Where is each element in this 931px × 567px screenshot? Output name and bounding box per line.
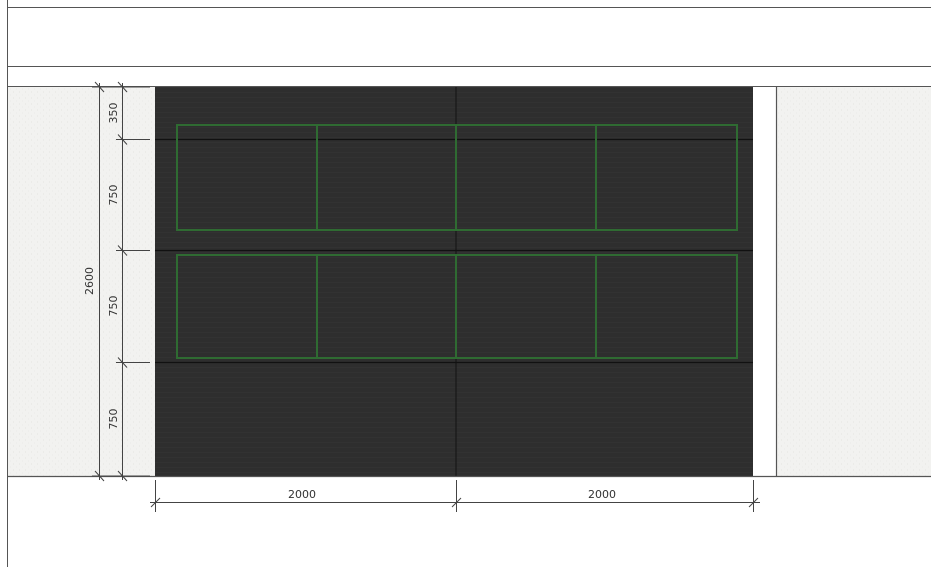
tick-left: [150, 497, 161, 508]
tick-total-bottom: [94, 470, 105, 482]
window-row-1: [176, 124, 738, 231]
tick-seg-0: [117, 81, 128, 93]
dim-segment-3: 750: [107, 296, 120, 317]
dim-width-left: 2000: [288, 488, 316, 501]
left-wall: [8, 87, 155, 476]
tick-right: [748, 497, 759, 508]
horizontal-dimension-lines: [150, 480, 760, 512]
tick-seg-4: [117, 470, 128, 482]
tick-seg-3: [117, 357, 128, 368]
tick-center: [451, 497, 462, 508]
dim-segment-1: 350: [107, 103, 120, 124]
dim-width-right: 2000: [588, 488, 616, 501]
tick-seg-2: [117, 245, 128, 256]
window-row-2: [176, 254, 738, 359]
garage-door: [155, 87, 753, 476]
right-wall: [777, 87, 931, 476]
dim-total-height: 2600: [83, 267, 96, 295]
tick-seg-1: [117, 134, 128, 145]
vertical-dimension-lines: [92, 81, 150, 482]
dim-segment-4: 750: [107, 409, 120, 430]
dim-segment-2: 750: [107, 185, 120, 206]
tick-total-top: [94, 81, 105, 93]
